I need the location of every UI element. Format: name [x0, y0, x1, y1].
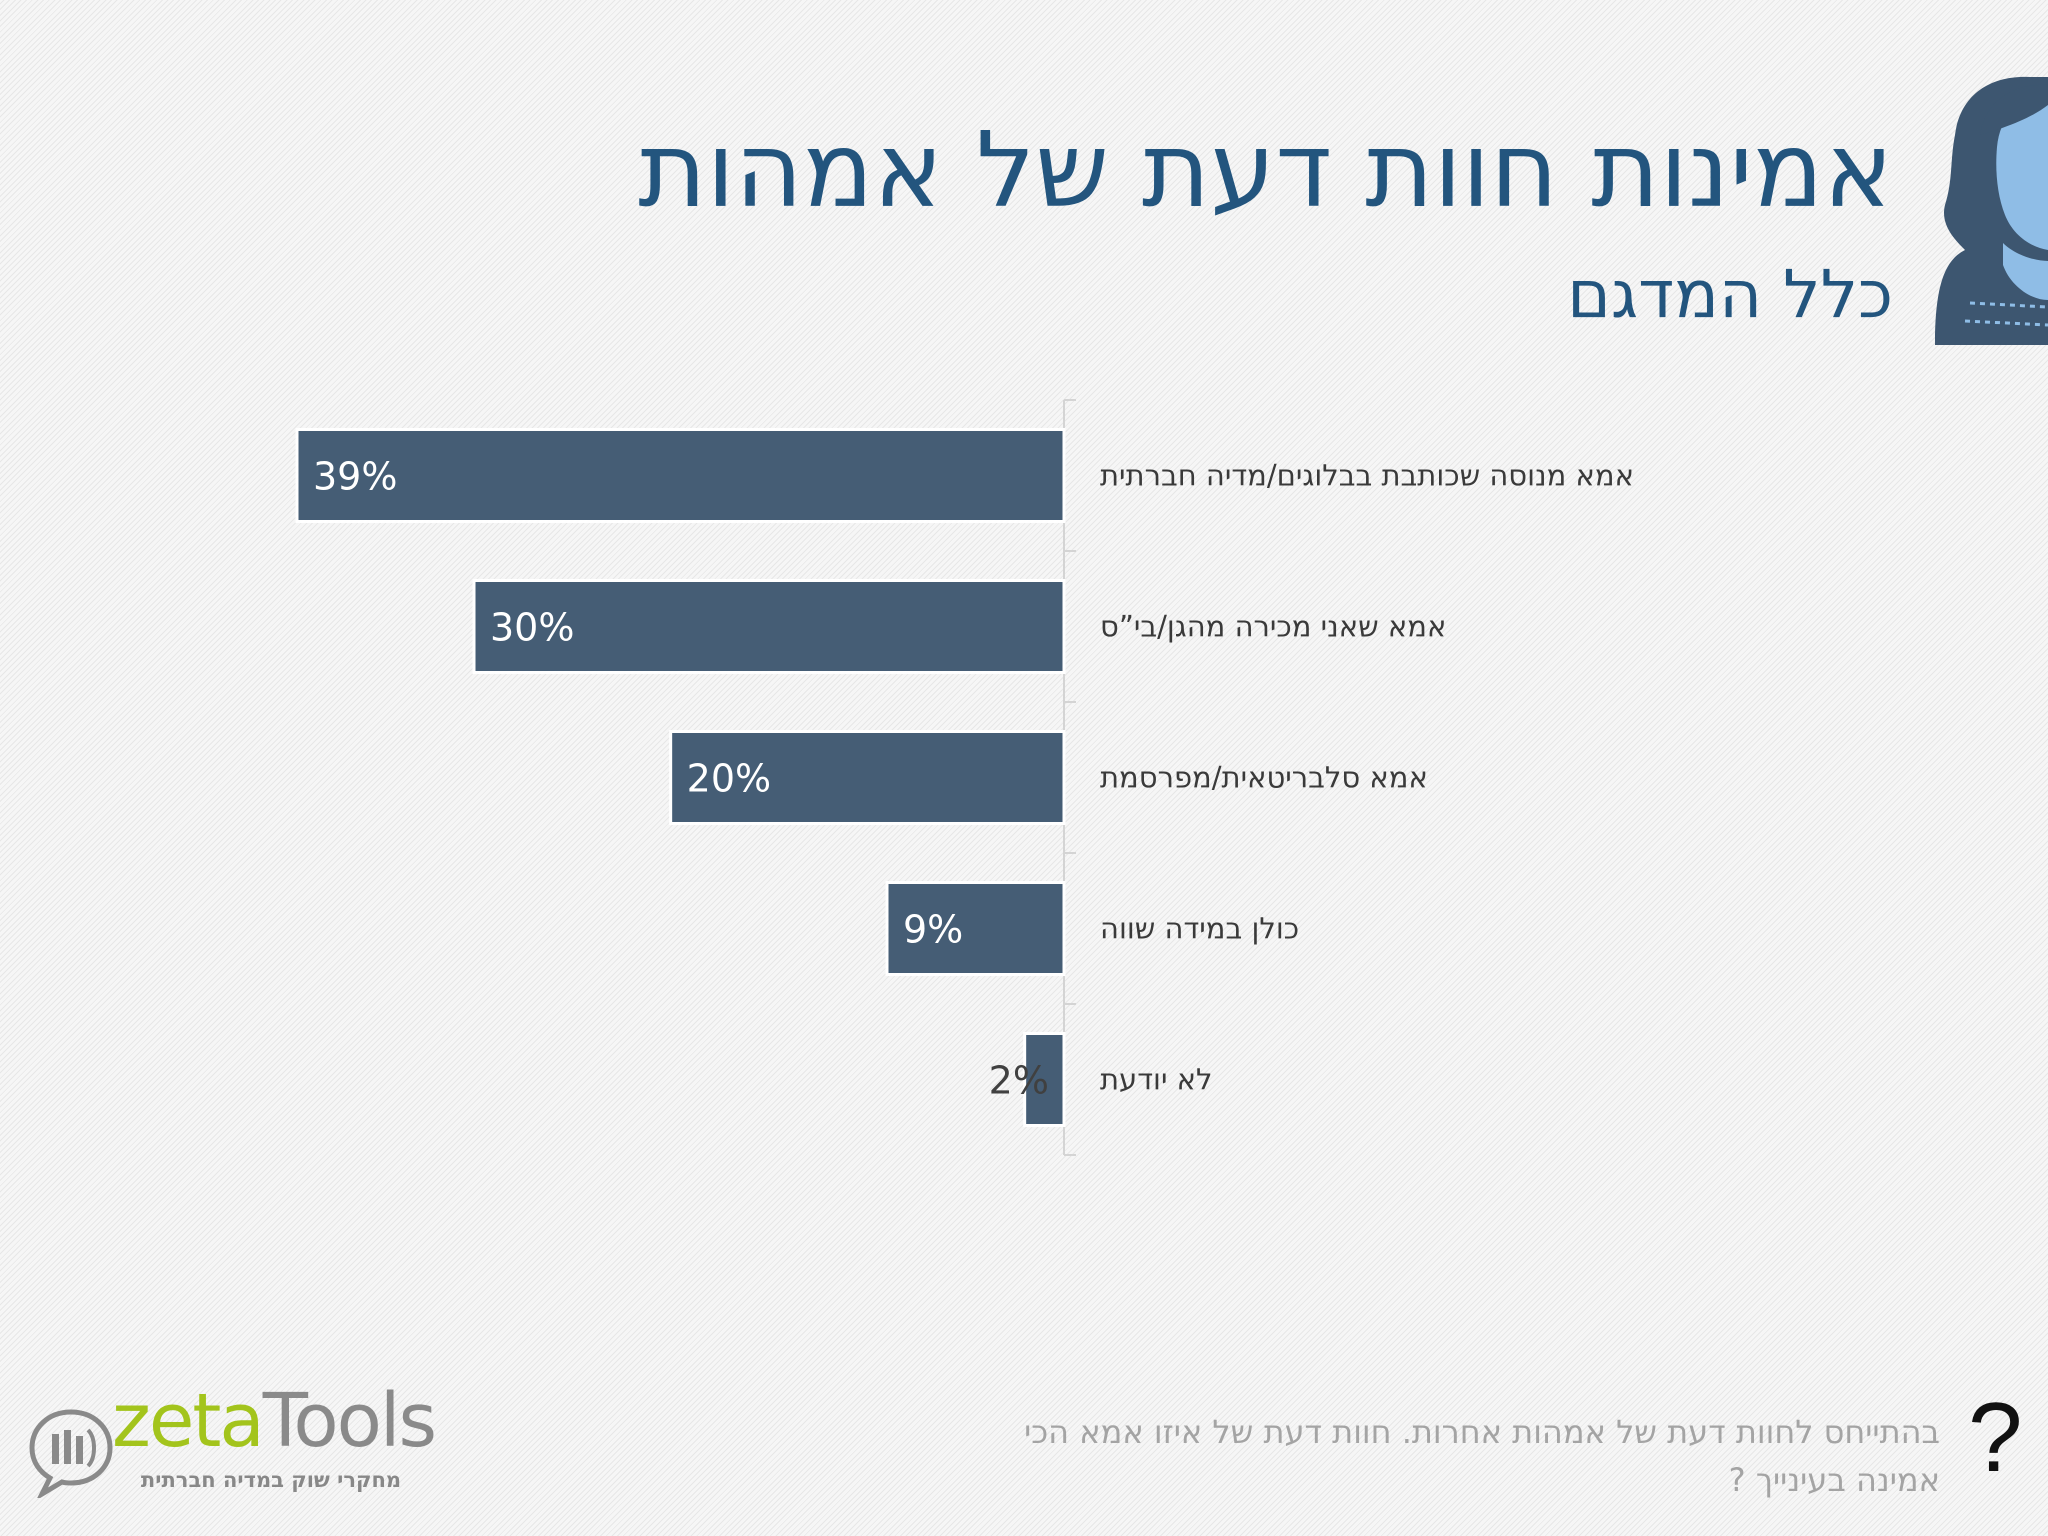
- speech-bubble-logo-icon: [29, 1409, 113, 1498]
- page-title: אמינות חוות דעת של אמהות: [638, 109, 1893, 231]
- bar: [295, 428, 1066, 523]
- bar: [885, 881, 1066, 976]
- category-label: כולן במידה שווה: [1100, 912, 1299, 946]
- bar: [669, 730, 1066, 825]
- question-line-1: בהתייחס לחוות דעת של אמהות אחרות. חוות ד…: [1024, 1413, 1940, 1451]
- question-mark-icon: ?: [1968, 1382, 2023, 1492]
- bar: [472, 579, 1066, 674]
- category-label: אמא סלבריטאית/מפרסמת: [1100, 761, 1428, 795]
- logo-word-zeta: zeta: [112, 1378, 265, 1464]
- zetatools-logo: zetaTools מחקרי שוק במדיה חברתית: [28, 1384, 437, 1500]
- logo-tagline: מחקרי שוק במדיה חברתית: [140, 1468, 402, 1492]
- logo-wordmark: zetaTools: [112, 1384, 437, 1458]
- category-label: אמא מנוסה שכותבת בבלוגים/מדיה חברתית: [1100, 459, 1634, 493]
- page-subtitle: כלל המדגם: [1567, 256, 1893, 333]
- data-label: 20%: [687, 757, 771, 801]
- data-label: 9%: [903, 908, 963, 952]
- data-label: 30%: [490, 606, 574, 650]
- survey-question: בהתייחס לחוות דעת של אמהות אחרות. חוות ד…: [890, 1408, 1940, 1504]
- data-label: 2%: [989, 1059, 1049, 1103]
- data-label: 39%: [313, 455, 397, 499]
- bar: [1023, 1032, 1066, 1127]
- woman-avatar-icon: [1935, 76, 2048, 345]
- logo-word-tools: Tools: [262, 1378, 437, 1464]
- question-line-2: אמינה בעינייך ?: [1728, 1461, 1940, 1499]
- category-label: אמא שאני מכירה מהגן/בי”ס: [1100, 610, 1446, 644]
- category-label: לא יודעת: [1100, 1063, 1213, 1097]
